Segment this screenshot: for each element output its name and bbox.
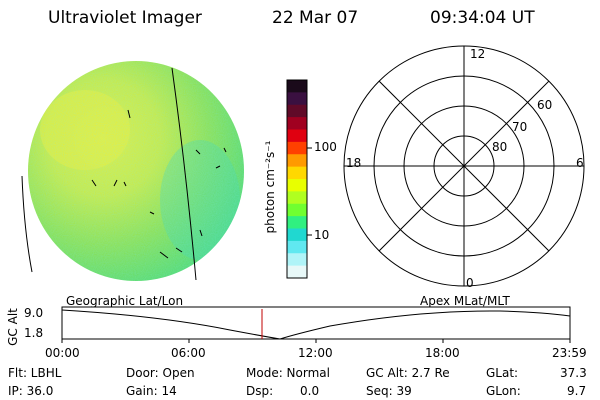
gcalt-info: GC Alt: 2.7 Re	[366, 366, 450, 380]
mode-info: Mode: Normal	[246, 366, 330, 380]
colorbar-segment	[287, 253, 307, 267]
colorbar-segment	[287, 104, 307, 118]
colorbar-tick-100: 100	[314, 140, 337, 154]
colorbar-segment	[287, 154, 307, 168]
dsp-value: 0.0	[300, 384, 320, 398]
polar-label-0: 0	[466, 276, 474, 290]
polar-label-6: 6	[576, 156, 584, 170]
colorbar-segment	[287, 117, 307, 130]
colorbar-segment	[287, 265, 307, 279]
colorbar-segment	[287, 166, 307, 180]
polar-label-18: 18	[346, 156, 362, 170]
ip-info: IP: 36.0	[8, 384, 54, 398]
coastline-marks	[91, 109, 227, 259]
colorbar-segment	[287, 203, 307, 217]
colorbar-strip	[286, 79, 308, 279]
limb-line	[21, 175, 33, 273]
colorbar-segment	[287, 92, 307, 106]
polar-lat-60: 60	[537, 98, 553, 112]
colorbar-segment	[287, 141, 307, 155]
colorbar-segment	[287, 80, 307, 93]
colorbar-segment	[287, 179, 307, 192]
timeline-left-title: Geographic Lat/Lon	[66, 294, 184, 308]
glon-label: GLon:	[486, 384, 521, 398]
altitude-curve	[61, 309, 571, 340]
glat-label: GLat:	[486, 366, 519, 380]
colorbar-segment	[287, 228, 307, 242]
gain-info: Gain: 14	[126, 384, 177, 398]
colorbar-segment	[287, 129, 307, 143]
timeline-right-title: Apex MLat/MLT	[420, 294, 510, 308]
polar-lat-80: 80	[492, 140, 508, 154]
xtick-2359: 23:59	[552, 346, 587, 360]
colorbar-segment	[287, 191, 307, 205]
timeline-ymax: 9.0	[24, 306, 44, 320]
terminator-line	[171, 67, 197, 281]
glon-value: 9.7	[567, 384, 587, 398]
xtick-0000: 00:00	[45, 346, 80, 360]
app-title: Ultraviolet Imager	[48, 8, 202, 28]
xtick-1200: 12:00	[298, 346, 333, 360]
time-label: 09:34:04 UT	[430, 8, 535, 28]
glat-value: 37.3	[560, 366, 587, 380]
polar-label-12: 12	[470, 47, 486, 61]
seq-info: Seq: 39	[366, 384, 412, 398]
colorbar-segment	[287, 216, 307, 229]
door-info: Door: Open	[126, 366, 195, 380]
dsp-label: Dsp:	[246, 384, 274, 398]
xtick-0600: 06:00	[171, 346, 206, 360]
colorbar-tick-10: 10	[314, 228, 330, 242]
timeline-ymin: 1.8	[24, 326, 44, 340]
polar-lat-70: 70	[512, 120, 528, 134]
filter-info: Flt: LBHL	[8, 366, 62, 380]
colorbar-segment	[287, 240, 307, 254]
xtick-1800: 18:00	[425, 346, 460, 360]
date-label: 22 Mar 07	[272, 8, 359, 28]
colorbar-border	[286, 79, 308, 279]
